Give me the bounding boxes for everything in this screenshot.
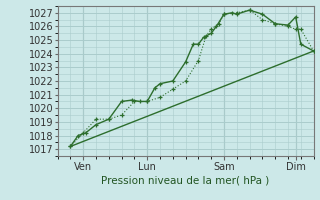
X-axis label: Pression niveau de la mer( hPa ): Pression niveau de la mer( hPa ) [101,176,270,186]
